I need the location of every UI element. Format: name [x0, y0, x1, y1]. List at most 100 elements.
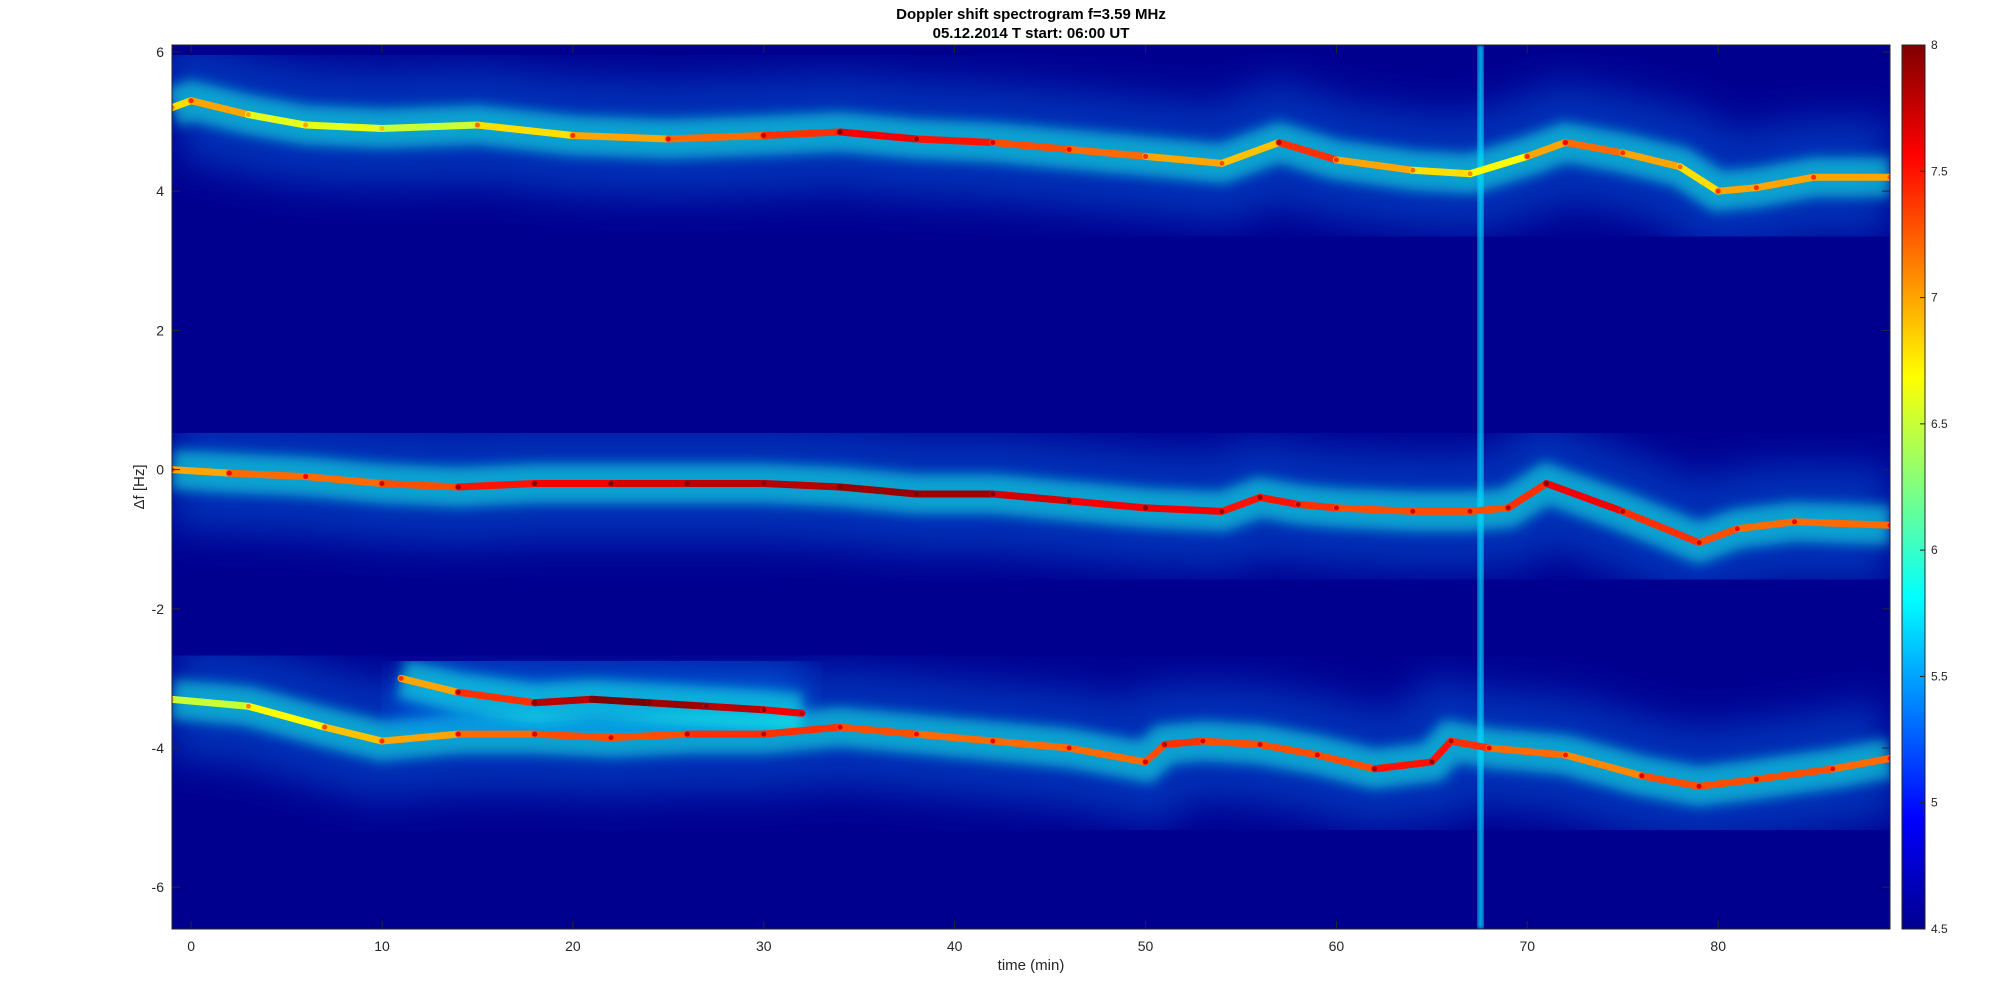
- trace-point: [303, 122, 309, 128]
- trace-segment: [302, 121, 386, 133]
- trace-point: [379, 126, 385, 132]
- trace-segment: [1561, 751, 1646, 780]
- trace-point: [990, 738, 996, 744]
- trace-point: [226, 470, 232, 476]
- trace-point: [990, 139, 996, 145]
- trace-segment: [1218, 138, 1283, 167]
- trace-point: [1143, 759, 1149, 765]
- trace-segment: [454, 688, 539, 707]
- trace-segment: [1275, 138, 1340, 164]
- trace-segment: [1466, 152, 1531, 178]
- trace-segment: [989, 138, 1073, 153]
- trace-point: [1143, 153, 1149, 159]
- trace-point: [761, 707, 767, 713]
- trace-segment: [1695, 775, 1760, 790]
- trace-point: [570, 132, 576, 138]
- trace-segment: [1676, 163, 1722, 195]
- trace-segment: [473, 121, 577, 139]
- trace-point: [1620, 508, 1626, 514]
- trace-point: [1811, 174, 1817, 180]
- trace-segment: [1256, 493, 1302, 508]
- trace-segment: [1619, 149, 1684, 171]
- trace-segment: [1504, 480, 1550, 512]
- series-1: [172, 466, 1890, 547]
- trace-segment: [1332, 504, 1417, 515]
- colorbar-tick-label: 4.5: [1931, 922, 1948, 936]
- trace-segment: [378, 480, 462, 491]
- plot-frame: [171, 44, 1891, 930]
- trace-point: [1486, 745, 1492, 751]
- trace-point: [532, 700, 538, 706]
- trace-point: [188, 98, 194, 104]
- trace-segment: [588, 695, 653, 707]
- chart-title: Doppler shift spectrogram f=3.59 MHz: [896, 6, 1166, 23]
- trace-point: [1620, 150, 1626, 156]
- trace-point: [1543, 481, 1549, 487]
- trace-point: [1467, 171, 1473, 177]
- trace-point: [245, 112, 251, 118]
- trace-segment: [1523, 138, 1569, 160]
- trace-point: [455, 731, 461, 737]
- y-tick-label: 6: [156, 44, 164, 60]
- trace-point: [1372, 766, 1378, 772]
- trace-point: [1410, 167, 1416, 173]
- trace-segment: [1371, 758, 1436, 773]
- trace-point: [1219, 160, 1225, 166]
- trace-point: [1066, 498, 1072, 504]
- trace-point: [1467, 508, 1473, 514]
- trace-point: [532, 481, 538, 487]
- trace-point: [379, 481, 385, 487]
- trace-segment: [836, 483, 920, 498]
- trace-point: [172, 105, 175, 111]
- trace-point: [761, 731, 767, 737]
- series-0: [172, 97, 1890, 195]
- trace-point: [608, 481, 614, 487]
- spectrogram-series: [172, 97, 1890, 790]
- trace-segment: [1199, 737, 1264, 749]
- trace-point: [1066, 146, 1072, 152]
- trace-point: [665, 136, 671, 142]
- trace-point: [1333, 505, 1339, 511]
- trace-point: [1257, 494, 1263, 500]
- trace-segment: [836, 723, 920, 738]
- colorbar-tick-label: 5.5: [1931, 669, 1948, 683]
- colorbar-tick-label: 6.5: [1931, 417, 1948, 431]
- trace-point: [703, 703, 709, 709]
- trace-point: [1734, 526, 1740, 532]
- trace-point: [761, 132, 767, 138]
- trace-segment: [1447, 737, 1493, 752]
- trace-segment: [321, 723, 386, 745]
- trace-point: [1066, 745, 1072, 751]
- trace-point: [1162, 742, 1168, 748]
- trace-segment: [569, 131, 672, 143]
- colorbar-tick-label: 6: [1931, 543, 1938, 557]
- trace-segment: [1313, 751, 1379, 773]
- trace-point: [1696, 540, 1702, 546]
- trace-segment: [1294, 500, 1340, 512]
- trace-point: [1887, 522, 1890, 528]
- trace-segment: [1638, 772, 1703, 790]
- trace-point: [761, 481, 767, 487]
- y-axis: -6 -4 -2 0 2 4 6: [152, 44, 1890, 895]
- trace-point: [322, 724, 328, 730]
- trace-segment: [531, 695, 596, 707]
- trace-segment: [1829, 754, 1890, 773]
- trace-point: [913, 491, 919, 497]
- trace-point: [1562, 752, 1568, 758]
- trace-segment: [1065, 145, 1150, 160]
- trace-segment: [302, 473, 386, 488]
- trace-point: [1295, 501, 1301, 507]
- trace-point: [799, 710, 805, 716]
- trace-segment: [1332, 156, 1417, 174]
- trace-segment: [1542, 480, 1627, 515]
- y-tick-label: -6: [152, 879, 165, 895]
- trace-segment: [1485, 744, 1569, 759]
- trace-segment: [172, 695, 252, 710]
- trace-point: [684, 481, 690, 487]
- trace-point: [245, 703, 251, 709]
- trace-point: [1677, 164, 1683, 170]
- trace-point: [532, 731, 538, 737]
- trace-segment: [1466, 504, 1512, 515]
- trace-point: [1200, 738, 1206, 744]
